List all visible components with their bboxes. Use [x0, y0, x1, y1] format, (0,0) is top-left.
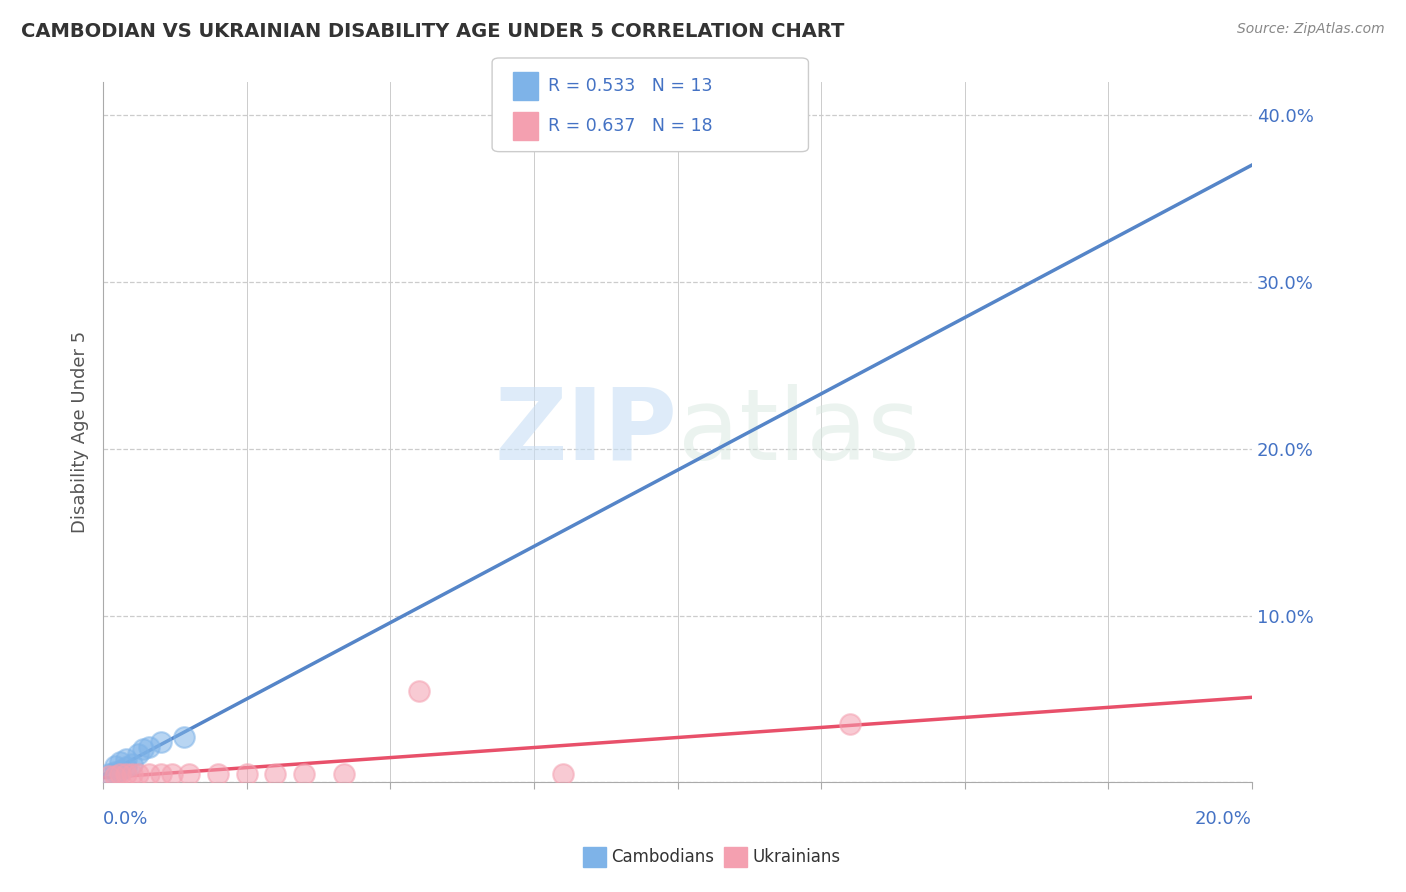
Point — [115, 752, 138, 766]
Text: Cambodians: Cambodians — [612, 848, 714, 866]
Point — [115, 760, 138, 774]
Point — [408, 683, 430, 698]
Point — [127, 747, 149, 761]
Text: atlas: atlas — [678, 384, 920, 481]
Text: R = 0.533   N = 13: R = 0.533 N = 13 — [548, 78, 713, 95]
Point — [264, 767, 287, 781]
Point — [104, 765, 127, 780]
Point — [97, 767, 120, 781]
Point — [127, 767, 149, 781]
Point — [160, 767, 183, 781]
Point — [104, 769, 127, 783]
Text: Ukrainians: Ukrainians — [752, 848, 841, 866]
Point — [97, 769, 120, 783]
Point — [838, 717, 860, 731]
Point — [138, 767, 160, 781]
Y-axis label: Disability Age Under 5: Disability Age Under 5 — [72, 331, 89, 533]
Point — [173, 731, 195, 745]
Text: ZIP: ZIP — [495, 384, 678, 481]
Text: R = 0.637   N = 18: R = 0.637 N = 18 — [548, 117, 713, 135]
Point — [138, 740, 160, 755]
Point — [121, 757, 143, 772]
Point — [179, 767, 201, 781]
Point — [207, 767, 229, 781]
Text: CAMBODIAN VS UKRAINIAN DISABILITY AGE UNDER 5 CORRELATION CHART: CAMBODIAN VS UKRAINIAN DISABILITY AGE UN… — [21, 22, 845, 41]
Point — [121, 767, 143, 781]
Text: 20.0%: 20.0% — [1195, 811, 1251, 829]
Text: Source: ZipAtlas.com: Source: ZipAtlas.com — [1237, 22, 1385, 37]
Point — [551, 767, 574, 781]
Point — [115, 767, 138, 781]
Point — [149, 735, 172, 749]
Point — [110, 767, 132, 781]
Point — [110, 764, 132, 778]
Point — [104, 759, 127, 773]
Point — [235, 767, 257, 781]
Point — [110, 756, 132, 770]
Point — [292, 767, 315, 781]
Point — [333, 767, 356, 781]
Point — [149, 767, 172, 781]
Point — [132, 742, 155, 756]
Text: 0.0%: 0.0% — [103, 811, 149, 829]
